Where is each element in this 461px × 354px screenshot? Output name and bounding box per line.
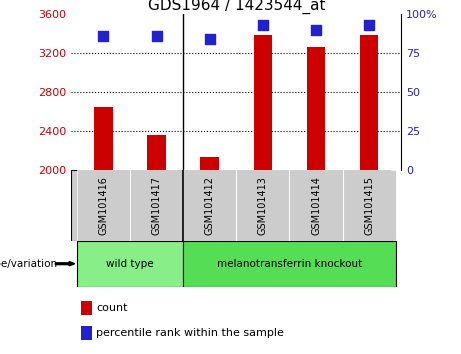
Bar bbox=[77, 170, 130, 241]
Bar bbox=[94, 107, 112, 170]
Bar bbox=[307, 47, 325, 170]
Point bbox=[206, 36, 213, 42]
Bar bbox=[343, 170, 396, 241]
Point bbox=[259, 22, 266, 28]
Text: GSM101414: GSM101414 bbox=[311, 176, 321, 235]
Text: GSM101413: GSM101413 bbox=[258, 176, 268, 235]
Bar bbox=[254, 35, 272, 170]
Bar bbox=[290, 170, 343, 241]
Title: GDS1964 / 1423544_at: GDS1964 / 1423544_at bbox=[148, 0, 325, 14]
Text: wild type: wild type bbox=[106, 259, 154, 269]
Point bbox=[100, 33, 107, 39]
Bar bbox=[360, 35, 378, 170]
Text: GSM101417: GSM101417 bbox=[152, 176, 161, 235]
Text: percentile rank within the sample: percentile rank within the sample bbox=[96, 328, 284, 338]
Text: melanotransferrin knockout: melanotransferrin knockout bbox=[217, 259, 362, 269]
Bar bbox=[147, 135, 166, 170]
Text: GSM101412: GSM101412 bbox=[205, 176, 215, 235]
Bar bbox=[183, 241, 396, 287]
Bar bbox=[236, 170, 290, 241]
Text: GSM101415: GSM101415 bbox=[364, 176, 374, 235]
Bar bbox=[201, 157, 219, 170]
Text: count: count bbox=[96, 303, 127, 313]
Text: GSM101416: GSM101416 bbox=[98, 176, 108, 235]
Bar bbox=[130, 170, 183, 241]
Point bbox=[366, 22, 373, 28]
Bar bbox=[77, 241, 183, 287]
Point bbox=[153, 33, 160, 39]
Bar bbox=[183, 170, 236, 241]
Text: genotype/variation: genotype/variation bbox=[0, 259, 58, 269]
Point bbox=[312, 27, 319, 33]
